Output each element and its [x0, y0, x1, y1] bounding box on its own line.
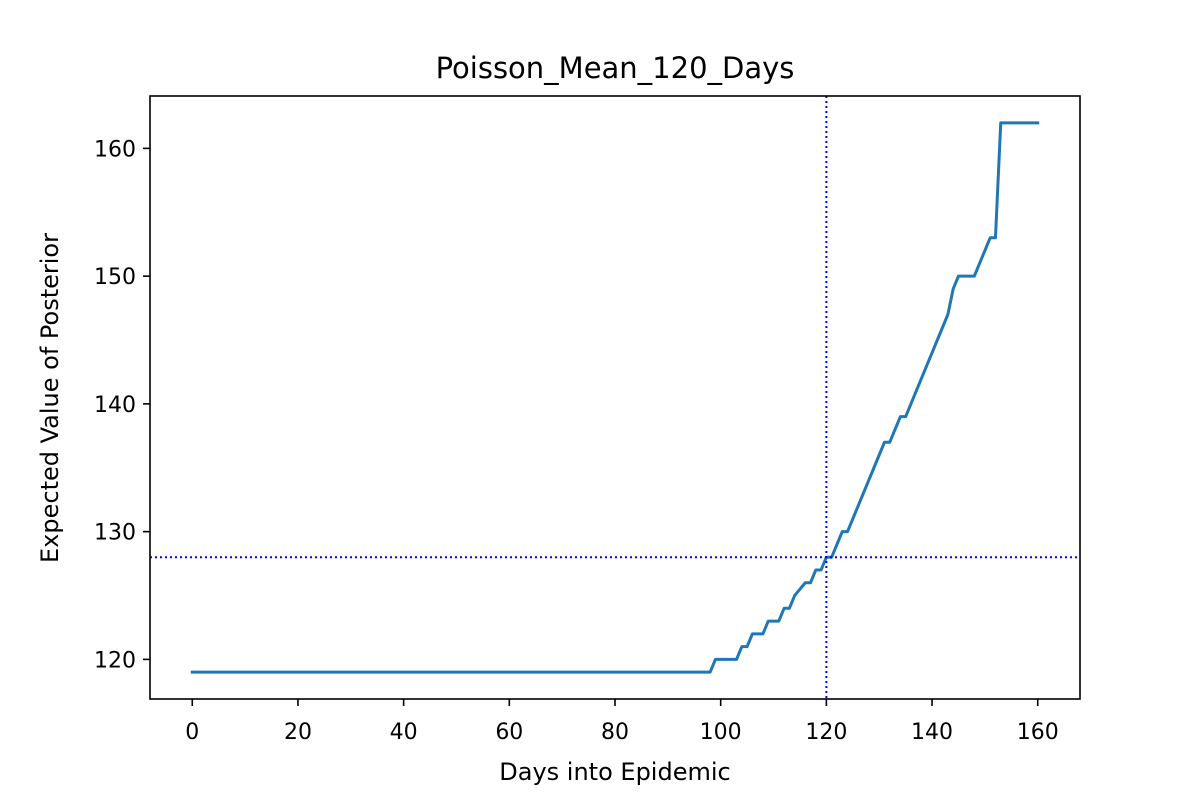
y-tick-label: 150 — [94, 265, 136, 290]
y-tick-label: 130 — [94, 521, 136, 546]
x-tick-label: 20 — [284, 720, 312, 745]
x-axis-title: Days into Epidemic — [499, 758, 730, 786]
y-axis-title: Expected Value of Posterior — [36, 233, 64, 563]
y-tick-label: 160 — [94, 137, 136, 162]
x-tick-label: 80 — [601, 720, 629, 745]
x-tick-label: 100 — [700, 720, 742, 745]
x-tick-label: 140 — [911, 720, 953, 745]
x-tick-label: 120 — [805, 720, 847, 745]
x-tick-label: 160 — [1017, 720, 1059, 745]
chart-title: Poisson_Mean_120_Days — [436, 51, 795, 85]
x-tick-label: 60 — [495, 720, 523, 745]
series-line — [190, 121, 1040, 674]
y-tick-label: 120 — [94, 648, 136, 673]
y-tick-label: 140 — [94, 393, 136, 418]
x-tick-label: 40 — [390, 720, 418, 745]
x-tick-label: 0 — [185, 720, 199, 745]
